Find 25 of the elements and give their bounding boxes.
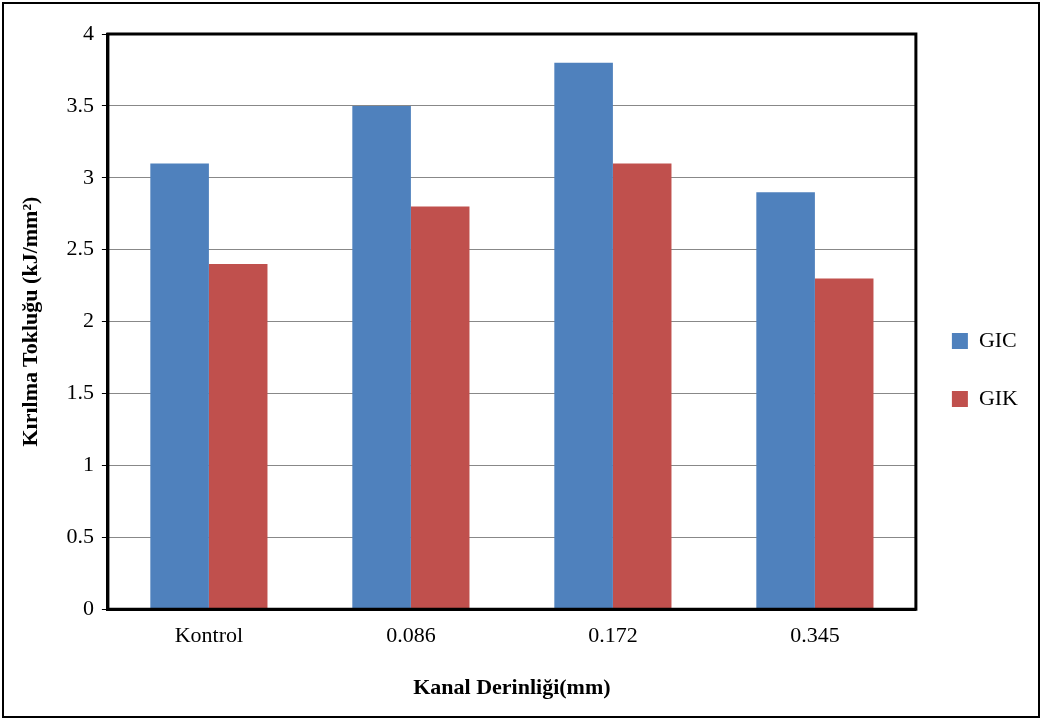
y-tick-label: 1.5 <box>66 379 94 405</box>
y-tick-label: 2 <box>82 307 94 333</box>
y-tick-label: 0.5 <box>66 523 94 549</box>
legend-label: GIC <box>978 326 1017 352</box>
bar <box>410 206 470 609</box>
y-tick-label: 3 <box>82 163 94 189</box>
y-tick-label: 0 <box>82 594 94 620</box>
bar <box>814 278 874 609</box>
y-tick-label: 4 <box>82 19 94 45</box>
x-tick-label: 0.345 <box>790 622 840 648</box>
bar <box>554 62 613 609</box>
bar <box>150 163 209 609</box>
y-tick-label: 3.5 <box>66 91 94 117</box>
bar <box>612 163 672 609</box>
bar <box>756 192 815 609</box>
y-tick-label: 2.5 <box>66 235 94 261</box>
legend-label: GIK <box>978 384 1019 410</box>
x-tick-label: Kontrol <box>174 622 244 648</box>
y-tick-label: 1 <box>82 451 94 477</box>
y-axis-title: Kırılma Tokluğu (kJ/mm²) <box>16 196 42 447</box>
x-tick-label: 0.086 <box>386 622 436 648</box>
bar <box>352 105 411 609</box>
x-tick-label: 0.172 <box>588 622 638 648</box>
bar <box>208 264 268 609</box>
x-axis-title: Kanal Derinliği(mm) <box>413 674 611 700</box>
